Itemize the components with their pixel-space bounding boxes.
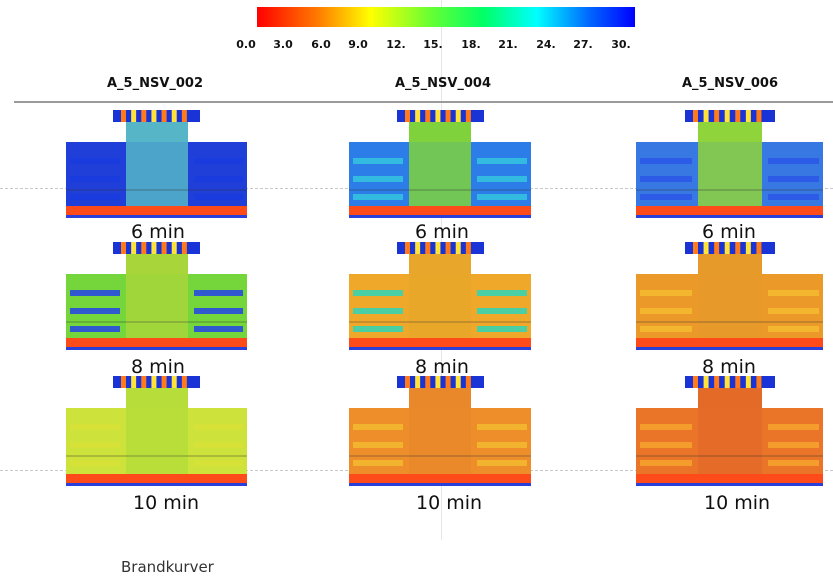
heatmap-panel (349, 110, 531, 218)
heatmap-panel (349, 376, 531, 486)
row-label-8min: 8 min (131, 356, 185, 378)
column-title-nsv-002: A_5_NSV_002 (106, 76, 204, 91)
row-label-10min: 10 min (132, 492, 200, 514)
color-scale-tick: 27. (573, 38, 593, 51)
color-scale-tick: 9.0 (348, 38, 368, 51)
color-scale-bar (257, 7, 635, 27)
color-scale-ticks: 0.0 3.0 6.0 9.0 12. 15. 18. 21. 24. 27. … (0, 38, 833, 52)
heatmap-panel (66, 376, 247, 486)
color-scale-tick: 18. (461, 38, 481, 51)
heatmap-panel (636, 110, 823, 218)
column-title-nsv-006: A_5_NSV_006 (681, 76, 779, 91)
row-label-8min: 8 min (702, 356, 756, 378)
row-label-10min: 10 min (703, 492, 771, 514)
row-label-8min: 8 min (415, 356, 469, 378)
heatmap-panel (636, 376, 823, 486)
row-label-6min: 6 min (702, 221, 756, 243)
heatmap-panel (66, 242, 247, 350)
color-scale-tick: 12. (386, 38, 406, 51)
row-label-6min: 6 min (415, 221, 469, 243)
color-scale-tick: 30. (611, 38, 631, 51)
color-scale-tick: 6.0 (311, 38, 331, 51)
color-scale-tick: 3.0 (273, 38, 293, 51)
color-scale-tick: 24. (536, 38, 556, 51)
figure-caption: Brandkurver (121, 558, 214, 576)
heatmap-panel (636, 242, 823, 350)
column-title-nsv-004: A_5_NSV_004 (394, 76, 492, 91)
heatmap-panel (349, 242, 531, 350)
row-label-10min: 10 min (415, 492, 483, 514)
color-scale-tick: 0.0 (236, 38, 256, 51)
color-scale-tick: 21. (498, 38, 518, 51)
row-label-6min: 6 min (131, 221, 185, 243)
color-scale-tick: 15. (423, 38, 443, 51)
header-divider (14, 101, 833, 103)
heatmap-panel (66, 110, 247, 218)
